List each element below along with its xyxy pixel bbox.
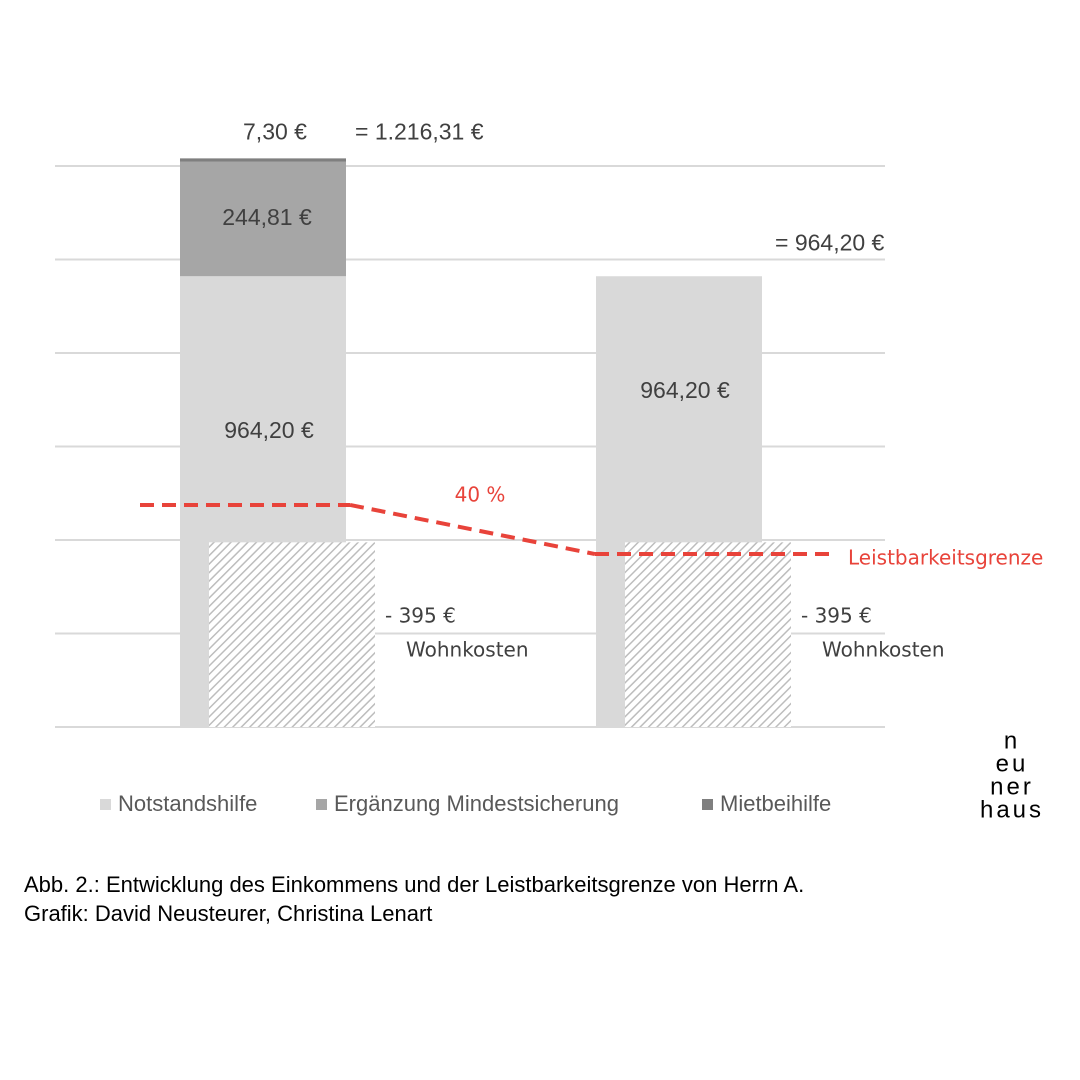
logo: haus	[980, 796, 1044, 823]
housing-cost-label: - 395 €	[385, 604, 456, 628]
caption: Abb. 2.: Entwicklung des Einkommens und …	[24, 872, 804, 897]
threshold-line	[349, 502, 596, 556]
threshold-name: Leistbarkeitsgrenze	[848, 546, 1043, 570]
bar-segment	[180, 161, 346, 277]
logo: eu	[996, 750, 1029, 777]
legend-label: Notstandshilfe	[118, 791, 257, 816]
legend-swatch	[702, 799, 713, 810]
total-label: = 964,20 €	[775, 229, 885, 255]
housing-cost-label: - 395 €	[801, 604, 872, 628]
legend-label: Mietbeihilfe	[720, 791, 831, 816]
threshold-percent: 40 %	[455, 483, 506, 507]
value-label: 964,20 €	[224, 417, 314, 443]
legend-swatch	[100, 799, 111, 810]
logo: ner	[990, 773, 1034, 800]
value-label: 7,30 €	[243, 118, 307, 144]
value-label: 244,81 €	[222, 204, 312, 230]
legend-label: Ergänzung Mindestsicherung	[334, 791, 619, 816]
caption: Grafik: David Neusteurer, Christina Lena…	[24, 901, 432, 926]
housing-cost-bar	[625, 542, 791, 727]
housing-cost-bar	[209, 542, 375, 727]
logo: n	[1004, 727, 1020, 754]
total-label: = 1.216,31 €	[355, 118, 484, 144]
bar-segment	[180, 158, 346, 162]
value-label: 964,20 €	[640, 377, 730, 403]
legend-swatch	[316, 799, 327, 810]
housing-cost-name: Wohnkosten	[822, 638, 945, 662]
housing-cost-name: Wohnkosten	[406, 638, 529, 662]
